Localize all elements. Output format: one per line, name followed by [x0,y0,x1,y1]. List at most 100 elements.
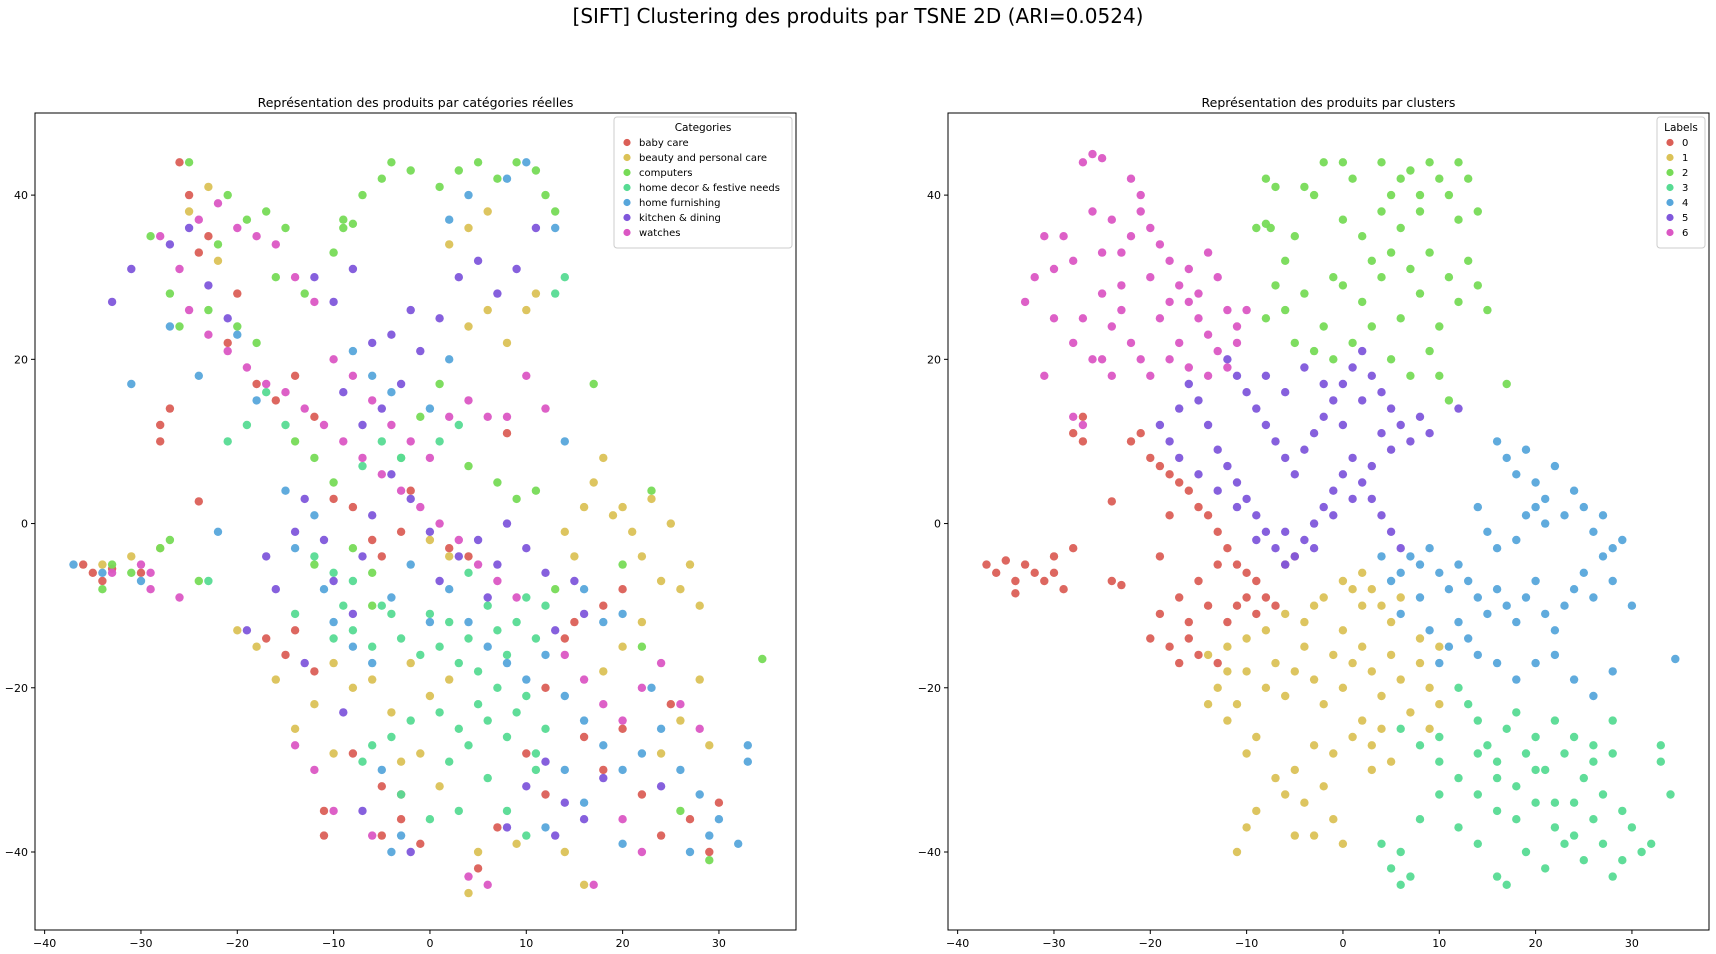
scatter-point [1049,552,1059,561]
scatter-point [1425,544,1434,553]
scatter-point [329,658,338,668]
scatter-point [1213,658,1222,668]
scatter-point [1300,363,1309,372]
scatter-point [589,379,598,389]
scatter-point [107,560,117,569]
scatter-point [1213,346,1222,356]
scatter-point [522,544,531,553]
scatter-point [1078,412,1088,421]
scatter-point [1155,314,1165,323]
legend-label: home furnishing [639,198,720,209]
scatter-point [271,675,280,684]
scatter-point [522,749,531,758]
scatter-point [416,839,425,848]
scatter-point [136,576,146,586]
scatter-point [1175,404,1184,413]
scatter-point [473,700,483,709]
scatter-point [560,691,569,701]
scatter-point [522,691,531,701]
scatter-point [666,519,675,528]
y-tick-label: −40 [5,846,28,859]
scatter-point [445,675,454,684]
scatter-point [377,765,386,775]
scatter-point [1618,806,1627,816]
scatter-point [1271,544,1280,553]
scatter-point [271,240,280,249]
scatter-point [204,305,213,315]
scatter-point [483,716,492,725]
scatter-point [1203,371,1213,380]
scatter-point [676,806,685,816]
scatter-point [551,207,560,216]
scatter-point [1319,322,1328,331]
scatter-point [1020,297,1030,307]
scatter-point [1203,700,1213,709]
scatter-point [1348,494,1357,504]
scatter-point [387,609,396,619]
scatter-point [1512,470,1521,479]
x-tick-label: 30 [712,937,726,950]
scatter-point [348,576,358,586]
scatter-point [1406,708,1415,717]
scatter-point [1560,601,1569,610]
scatter-point [368,831,377,840]
scatter-point [1329,511,1338,520]
scatter-point [1300,617,1309,627]
scatter-point [1194,502,1203,512]
scatter-point [1223,461,1232,471]
scatter-point [1386,190,1396,200]
scatter-point [464,190,473,200]
scatter-point [396,486,406,495]
scatter-point [435,642,444,651]
scatter-point [445,757,454,766]
scatter-point [1444,642,1454,651]
scatter-point [387,708,396,717]
scatter-point [1136,207,1145,216]
scatter-point [290,609,300,619]
scatter-point [213,199,223,208]
scatter-point [1348,732,1357,742]
scatter-point [1608,544,1617,553]
scatter-point [1184,264,1194,274]
scatter-point [425,691,435,701]
scatter-point [666,700,675,709]
scatter-point [425,404,435,413]
scatter-point [1126,232,1136,241]
scatter-point [425,609,435,619]
scatter-point [290,544,300,553]
scatter-point [1175,593,1184,602]
scatter-point [992,568,1001,577]
scatter-point [396,790,406,799]
scatter-point [396,453,406,463]
x-tick-label: −30 [1042,937,1065,950]
scatter-point [1088,355,1097,364]
x-tick-label: −20 [226,937,249,950]
legend-marker [1666,183,1674,192]
scatter-point [1579,773,1589,783]
scatter-point [1598,839,1608,848]
scatter-point [1261,420,1271,430]
scatter-point [493,823,502,832]
scatter-point [136,560,146,569]
scatter-point [1126,338,1136,348]
scatter-point [329,749,338,758]
legend-marker [623,168,631,177]
scatter-point [1550,798,1560,807]
scatter-point [1531,658,1540,668]
scatter-point [358,190,367,200]
scatter-point [522,782,531,791]
scatter-point [107,297,117,307]
scatter-point [1415,190,1425,200]
scatter-point [1271,601,1280,610]
scatter-point [1618,535,1627,545]
scatter-point [599,773,608,783]
scatter-point [98,585,107,594]
scatter-point [69,560,78,569]
scatter-point [348,502,358,512]
scatter-point [368,601,377,610]
scatter-point [589,478,598,487]
scatter-point [1290,338,1300,348]
scatter-point [1184,486,1194,495]
scatter-point [522,305,531,315]
scatter-point [1589,741,1598,750]
